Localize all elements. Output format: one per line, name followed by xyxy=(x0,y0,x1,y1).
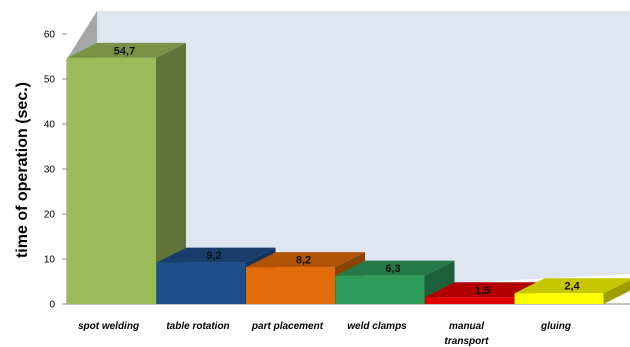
bar xyxy=(335,260,455,304)
bar-front xyxy=(335,275,425,304)
bar-front xyxy=(425,297,514,304)
y-tick-label: 0 xyxy=(49,300,55,311)
bar-top xyxy=(514,278,630,294)
data-label: 2,4 xyxy=(564,281,580,293)
bar-front xyxy=(514,293,604,304)
category-label: gluing xyxy=(540,321,571,332)
category-label: part placement xyxy=(251,321,324,332)
bar-side xyxy=(424,260,455,304)
bar-top xyxy=(425,282,544,298)
y-tick-label: 60 xyxy=(44,30,56,41)
y-ticks: 0 10 20 30 40 50 60 xyxy=(44,30,67,311)
bar xyxy=(514,278,630,304)
y-tick-label: 20 xyxy=(44,210,56,221)
y-tick-label: 50 xyxy=(44,75,56,86)
bar-side xyxy=(603,279,630,304)
bar-top xyxy=(335,260,455,276)
data-label: 1,5 xyxy=(475,285,490,297)
bar-front xyxy=(246,267,335,304)
back-wall xyxy=(67,11,630,304)
y-tick-label: 40 xyxy=(44,120,56,131)
bar-side xyxy=(156,42,186,304)
category-labels: spot welding table rotation part placement… xyxy=(78,321,571,347)
y-tick-label: 30 xyxy=(44,165,56,176)
bar-top xyxy=(156,247,276,263)
data-label: 54,7 xyxy=(114,45,135,57)
y-tick-label: 10 xyxy=(44,255,56,266)
category-label: table rotation xyxy=(166,321,229,332)
bar-front xyxy=(156,262,246,304)
category-label: manual transport xyxy=(445,321,490,347)
category-label: weld clamps xyxy=(347,321,407,332)
data-label: 6,3 xyxy=(385,263,400,275)
bar xyxy=(67,42,186,304)
category-label: spot welding xyxy=(78,321,139,332)
data-label: 8,2 xyxy=(296,255,311,267)
bar-top xyxy=(246,252,365,268)
bars: 54,7 9,2 8,2 6,3 1,5 2,4 xyxy=(67,42,630,304)
y-axis-label: time of operation (sec.) xyxy=(14,82,31,258)
bar-front xyxy=(67,57,156,304)
bar-top xyxy=(67,42,186,58)
data-label: 9,2 xyxy=(206,250,221,262)
